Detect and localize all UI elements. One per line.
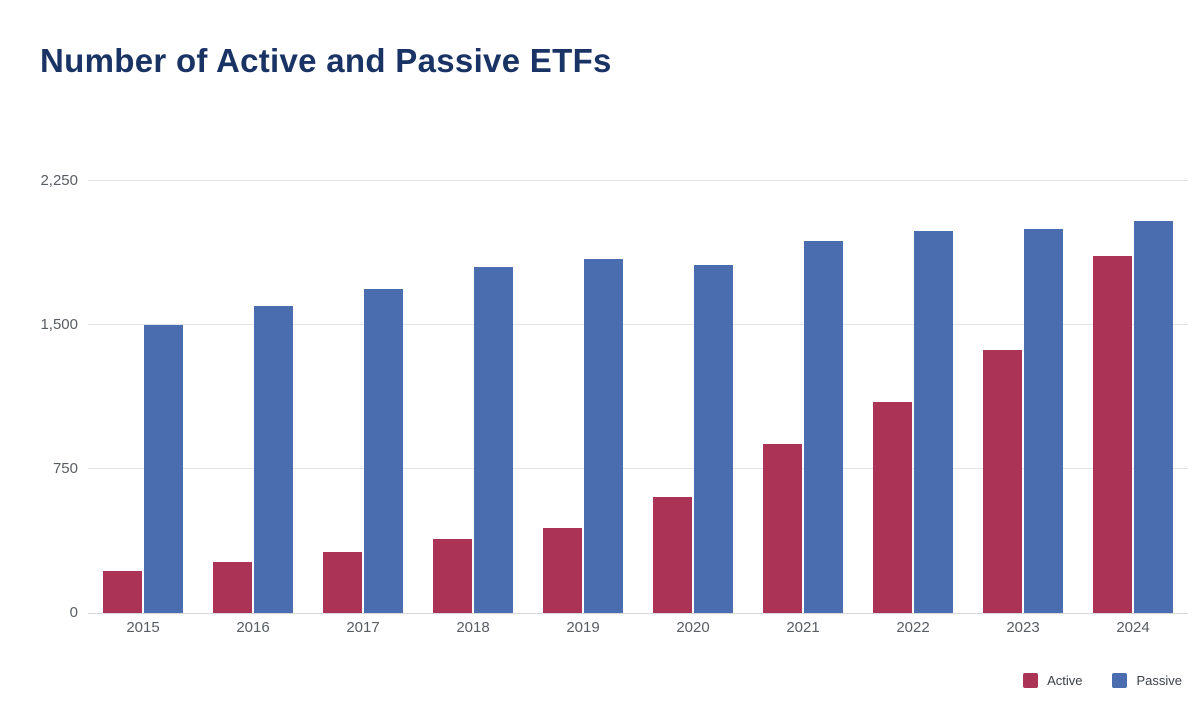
bar-passive-2017	[364, 289, 403, 613]
bar-active-2023	[983, 350, 1022, 613]
bar-passive-2021	[804, 241, 843, 613]
gridline-750	[88, 468, 1188, 469]
bar-group-2022	[858, 181, 968, 613]
legend-label-passive: Passive	[1136, 673, 1182, 688]
x-axis-tick-label: 2019	[566, 619, 600, 636]
bar-group-2017	[308, 181, 418, 613]
bar-group-2020	[638, 181, 748, 613]
legend: Active Passive	[1023, 673, 1182, 688]
bar-passive-2019	[584, 259, 623, 613]
legend-swatch-active	[1023, 673, 1039, 688]
bar-active-2019	[543, 528, 582, 613]
bar-active-2015	[103, 571, 142, 613]
bar-group-2024	[1078, 181, 1188, 613]
x-axis-tick-label: 2017	[346, 619, 380, 636]
x-axis-tick-label: 2015	[126, 619, 160, 636]
bar-passive-2020	[694, 265, 733, 613]
bar-active-2017	[323, 552, 362, 613]
legend-label-active: Active	[1047, 673, 1083, 688]
bar-group-2019	[528, 181, 638, 613]
x-axis-tick-label: 2020	[676, 619, 710, 636]
bar-active-2020	[653, 497, 692, 613]
legend-item-active: Active	[1023, 673, 1082, 688]
x-axis-tick-label: 2016	[236, 619, 270, 636]
bar-passive-2015	[144, 325, 183, 613]
y-axis-tick-label: 1,500	[40, 316, 78, 333]
bar-passive-2022	[914, 231, 953, 613]
y-axis-tick-label: 0	[69, 604, 78, 621]
y-axis: 0 750 1,500 2,250	[0, 172, 78, 621]
bar-active-2018	[433, 539, 472, 613]
bar-groups	[88, 181, 1188, 613]
y-axis-tick-label: 2,250	[40, 172, 78, 189]
x-axis-tick-label: 2023	[1006, 619, 1040, 636]
bar-group-2023	[968, 181, 1078, 613]
legend-swatch-passive	[1112, 673, 1128, 688]
gridline-1500	[88, 324, 1188, 325]
bar-group-2016	[198, 181, 308, 613]
bar-passive-2023	[1024, 229, 1063, 613]
bar-passive-2018	[474, 267, 513, 613]
bar-active-2021	[763, 444, 802, 613]
x-axis-tick-label: 2021	[786, 619, 820, 636]
x-axis-tick-label: 2018	[456, 619, 490, 636]
bar-active-2016	[213, 562, 252, 613]
gridline-2250	[88, 180, 1188, 181]
bar-passive-2016	[254, 306, 293, 613]
bar-group-2018	[418, 181, 528, 613]
plot-area	[88, 180, 1188, 614]
bar-group-2021	[748, 181, 858, 613]
chart-title: Number of Active and Passive ETFs	[40, 42, 612, 79]
bar-active-2024	[1093, 256, 1132, 613]
bar-passive-2024	[1134, 221, 1173, 613]
legend-item-passive: Passive	[1112, 673, 1182, 688]
y-axis-tick-label: 750	[52, 460, 78, 477]
x-axis-tick-label: 2022	[896, 619, 930, 636]
bar-group-2015	[88, 181, 198, 613]
x-axis-tick-label: 2024	[1116, 619, 1150, 636]
bar-active-2022	[873, 402, 912, 613]
x-axis: 2015 2016 2017 2018 2019 2020 2021 2022 2023 2024	[88, 619, 1188, 636]
